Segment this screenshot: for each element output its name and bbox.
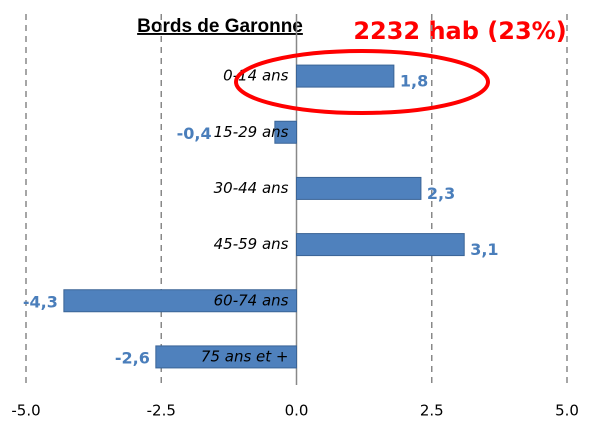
x-tick-label: 0.0 — [285, 402, 309, 420]
value-label: -4,3 — [23, 292, 58, 311]
bar — [155, 345, 297, 369]
category-label: 15-29 ans — [214, 123, 289, 141]
bar — [296, 176, 422, 200]
chart-title: Bords de Garonne — [137, 16, 303, 37]
annotation: 2232 hab (23%) — [353, 17, 566, 45]
value-label: 2,3 — [427, 184, 455, 203]
value-label: -2,6 — [115, 348, 150, 367]
bar — [296, 233, 465, 257]
bar — [63, 289, 298, 313]
category-label: 30-44 ans — [214, 179, 289, 197]
category-label: 45-59 ans — [214, 235, 289, 253]
highlight-ellipse — [234, 49, 490, 115]
bar — [296, 64, 395, 88]
category-label: 0-14 ans — [223, 67, 289, 85]
bar — [274, 120, 297, 144]
category-label: 60-74 ans — [214, 291, 289, 309]
x-tick-label: 5.0 — [555, 402, 579, 420]
value-label: 1,8 — [400, 72, 428, 91]
x-tick-label: 2.5 — [420, 402, 444, 420]
value-label: -0,4 — [177, 124, 212, 143]
value-label: 3,1 — [470, 240, 498, 259]
x-tick-label: -2.5 — [147, 402, 176, 420]
category-label: 75 ans et + — [201, 347, 289, 365]
x-tick-label: -5.0 — [11, 402, 40, 420]
